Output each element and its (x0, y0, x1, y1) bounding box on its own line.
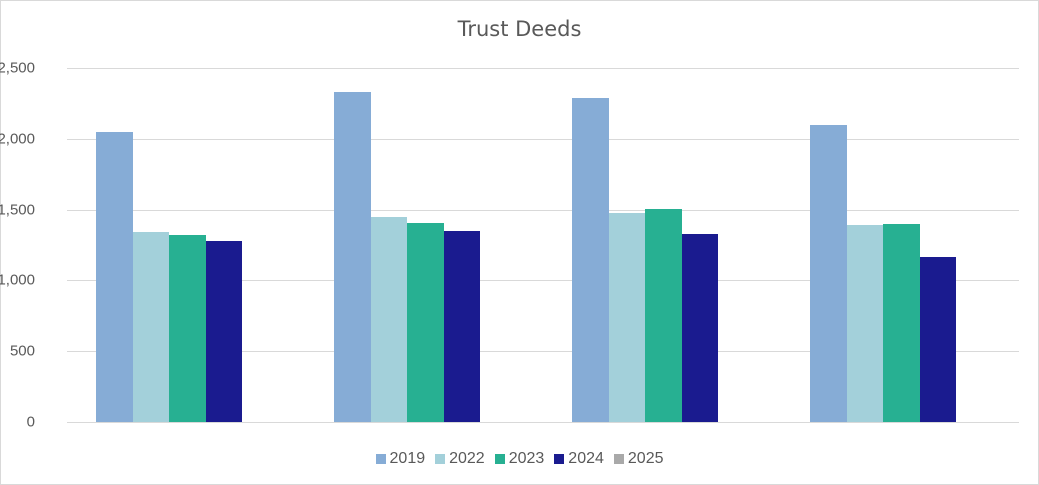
bar-2022 (846, 225, 883, 422)
bar-2023 (883, 224, 920, 422)
legend-item-2023: 2023 (494, 450, 545, 468)
legend-label: 2023 (508, 450, 545, 467)
gridline (67, 138, 1019, 140)
plot-area: 0 500 1,000 1,500 2,000 2,500 (0, 60, 1019, 431)
gridline (67, 280, 1019, 282)
bar-2022 (132, 231, 169, 422)
bar-2023 (645, 209, 682, 422)
bar-2024 (919, 257, 956, 422)
y-tick-label: 2,500 (0, 59, 35, 77)
legend-label: 2019 (389, 450, 426, 467)
y-tick-label: 0 (26, 413, 35, 431)
bar-2023 (407, 223, 444, 422)
bar-2019 (96, 132, 133, 422)
legend-item-2019: 2019 (375, 450, 426, 468)
legend-label: 2024 (568, 450, 604, 467)
y-tick-label: 1,500 (0, 201, 35, 219)
legend-swatch-icon (375, 454, 386, 464)
legend-label: 2025 (627, 450, 664, 467)
bar-2024 (205, 241, 242, 422)
y-tick-label: 2,000 (0, 130, 35, 148)
legend-swatch-icon (435, 454, 446, 464)
bar-2023 (169, 234, 206, 422)
legend-item-2022: 2022 (435, 450, 485, 468)
bar-2022 (370, 216, 407, 422)
bar-2019 (572, 98, 609, 422)
legend-swatch-icon (554, 454, 565, 464)
legend: 2019 2022 2023 2024 2025 (0, 450, 1039, 468)
gridline (67, 68, 1019, 69)
bar-2019 (810, 125, 847, 422)
legend-item-2025: 2025 (613, 450, 664, 468)
gridline (67, 422, 1019, 423)
legend-swatch-icon (613, 454, 624, 464)
gridline (67, 209, 1019, 211)
legend-label: 2022 (449, 450, 485, 467)
y-tick-label: 500 (9, 342, 35, 360)
y-tick-label: 1,000 (0, 271, 35, 289)
legend-swatch-icon (494, 454, 505, 464)
legend-item-2024: 2024 (554, 450, 604, 468)
bar-2019 (334, 92, 371, 422)
bar-2022 (608, 213, 645, 422)
chart-title: Trust Deeds (457, 17, 582, 41)
bar-2024 (443, 230, 480, 422)
gridline (67, 351, 1019, 353)
bar-2024 (681, 233, 718, 422)
